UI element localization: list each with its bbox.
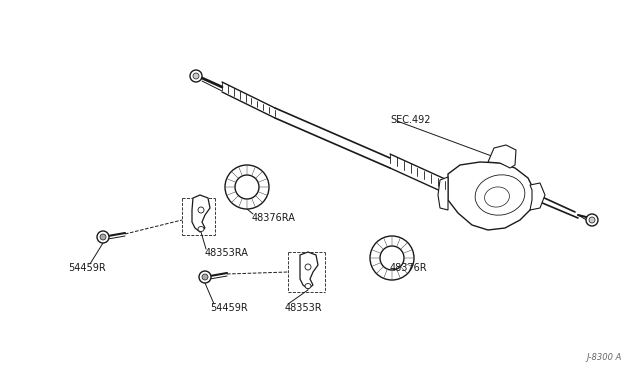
Circle shape xyxy=(190,70,202,82)
Polygon shape xyxy=(192,195,210,232)
Ellipse shape xyxy=(475,175,525,215)
Circle shape xyxy=(100,234,106,240)
Circle shape xyxy=(97,231,109,243)
Text: 54459R: 54459R xyxy=(210,303,248,313)
Circle shape xyxy=(193,73,199,79)
Polygon shape xyxy=(448,162,535,230)
Circle shape xyxy=(199,271,211,283)
Text: J-8300 A: J-8300 A xyxy=(587,353,622,362)
Text: 48353RA: 48353RA xyxy=(205,248,249,258)
Circle shape xyxy=(589,217,595,223)
Circle shape xyxy=(380,246,404,270)
Ellipse shape xyxy=(484,187,509,207)
Circle shape xyxy=(198,207,204,213)
Text: 48353R: 48353R xyxy=(285,303,323,313)
Circle shape xyxy=(202,274,208,280)
Text: 48376R: 48376R xyxy=(390,263,428,273)
Circle shape xyxy=(235,175,259,199)
Ellipse shape xyxy=(305,283,311,289)
Circle shape xyxy=(370,236,414,280)
Ellipse shape xyxy=(198,227,204,231)
Polygon shape xyxy=(530,183,545,210)
Text: 54459R: 54459R xyxy=(68,263,106,273)
Polygon shape xyxy=(488,145,516,168)
Circle shape xyxy=(586,214,598,226)
Circle shape xyxy=(225,165,269,209)
Text: 48376RA: 48376RA xyxy=(252,213,296,223)
Polygon shape xyxy=(438,177,448,210)
Circle shape xyxy=(305,264,311,270)
Polygon shape xyxy=(300,252,318,289)
Text: SEC.492: SEC.492 xyxy=(390,115,431,125)
